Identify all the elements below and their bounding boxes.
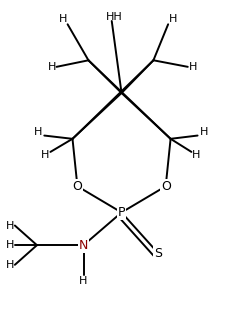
Text: N: N (79, 239, 88, 252)
Text: H: H (192, 150, 201, 160)
Text: H: H (79, 276, 88, 286)
Text: H: H (34, 127, 42, 137)
Text: P: P (118, 206, 125, 219)
Text: H: H (6, 220, 14, 231)
Text: O: O (161, 180, 171, 193)
Text: H: H (6, 260, 14, 270)
Text: H: H (6, 240, 14, 250)
Text: H: H (169, 15, 177, 24)
Text: H: H (59, 15, 67, 24)
Text: H: H (188, 62, 197, 72)
Text: S: S (154, 247, 162, 260)
Text: H: H (199, 127, 208, 137)
Text: H: H (41, 150, 50, 160)
Text: O: O (72, 180, 82, 193)
Text: H: H (47, 62, 56, 72)
Text: HH: HH (106, 12, 123, 22)
